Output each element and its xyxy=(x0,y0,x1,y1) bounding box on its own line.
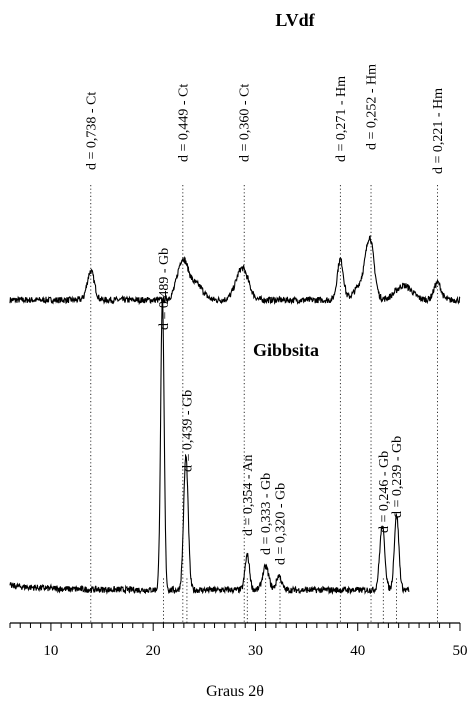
peak-annotation: d = 0,738 - Ct xyxy=(84,92,99,170)
x-axis: 10 20 30 40 50 xyxy=(9,622,468,659)
peak-annotation: d = 0,449 - Ct xyxy=(176,84,191,162)
peak-annotation: d = 0,439 - Gb xyxy=(180,390,195,472)
peak-annotation: d = 0,333 - Gb xyxy=(259,473,274,555)
peak-annotation: d = 0,320 - Gb xyxy=(274,483,289,565)
x-tick-label: 50 xyxy=(453,643,468,659)
x-axis-title: Graus 2θ xyxy=(206,683,264,700)
x-tick-label: 30 xyxy=(248,643,263,659)
peak-annotation: d = 0,489 - Gb xyxy=(157,248,172,330)
peak-annotation: d = 0,221 - Hm xyxy=(431,88,446,174)
peak-annotation-group: d = 0,738 - Ct d = 0,449 - Ct d = 0,360 - … xyxy=(84,64,446,565)
diffraction-trace-group xyxy=(9,235,461,595)
x-tick-label: 20 xyxy=(146,643,161,659)
peak-annotation: d = 0,354 - An xyxy=(241,455,256,536)
series-label-lvdf: LVdf xyxy=(275,10,315,30)
trace-gibbsita xyxy=(9,297,410,595)
x-tick-label: 40 xyxy=(350,643,365,659)
peak-annotation: d = 0,239 - Gb xyxy=(390,436,405,518)
peak-annotation: d = 0,246 - Gb xyxy=(377,451,392,533)
series-label-gibbsita: Gibbsita xyxy=(253,340,319,360)
x-tick-label: 10 xyxy=(43,643,58,659)
peak-annotation: d = 0,252 - Hm xyxy=(365,64,380,150)
trace-lvdf xyxy=(9,235,461,306)
peak-annotation: d = 0,271 - Hm xyxy=(334,76,349,162)
peak-annotation: d = 0,360 - Ct xyxy=(238,84,253,162)
series-label-group: LVdf Gibbsita xyxy=(253,10,319,360)
